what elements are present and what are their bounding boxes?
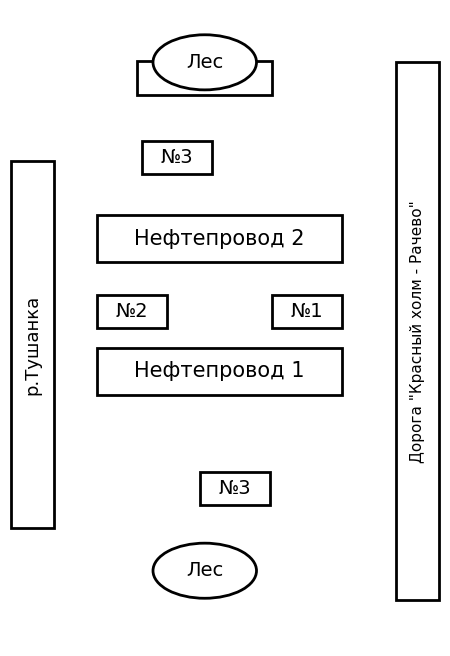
Text: Нефтепровод 1: Нефтепровод 1	[134, 361, 305, 381]
Text: Дорога "Красный холм - Рачево": Дорога "Красный холм - Рачево"	[410, 200, 425, 462]
Bar	[200, 472, 270, 505]
Text: №2: №2	[115, 302, 148, 321]
Bar	[272, 295, 342, 328]
Text: Канал: Канал	[173, 69, 236, 87]
Bar	[11, 161, 54, 528]
Text: Лес: Лес	[186, 53, 223, 72]
Text: №3: №3	[160, 148, 193, 167]
Bar	[97, 295, 166, 328]
Bar	[97, 215, 342, 262]
Bar	[142, 141, 212, 174]
Text: №1: №1	[291, 302, 324, 321]
Bar	[396, 62, 439, 600]
Bar	[97, 348, 342, 395]
Bar	[137, 61, 272, 95]
Text: №3: №3	[219, 480, 252, 498]
Ellipse shape	[153, 543, 256, 598]
Text: Лес: Лес	[186, 562, 223, 580]
Text: р.Тушанка: р.Тушанка	[24, 295, 42, 394]
Text: Нефтепровод 2: Нефтепровод 2	[134, 229, 305, 249]
Ellipse shape	[153, 35, 256, 90]
